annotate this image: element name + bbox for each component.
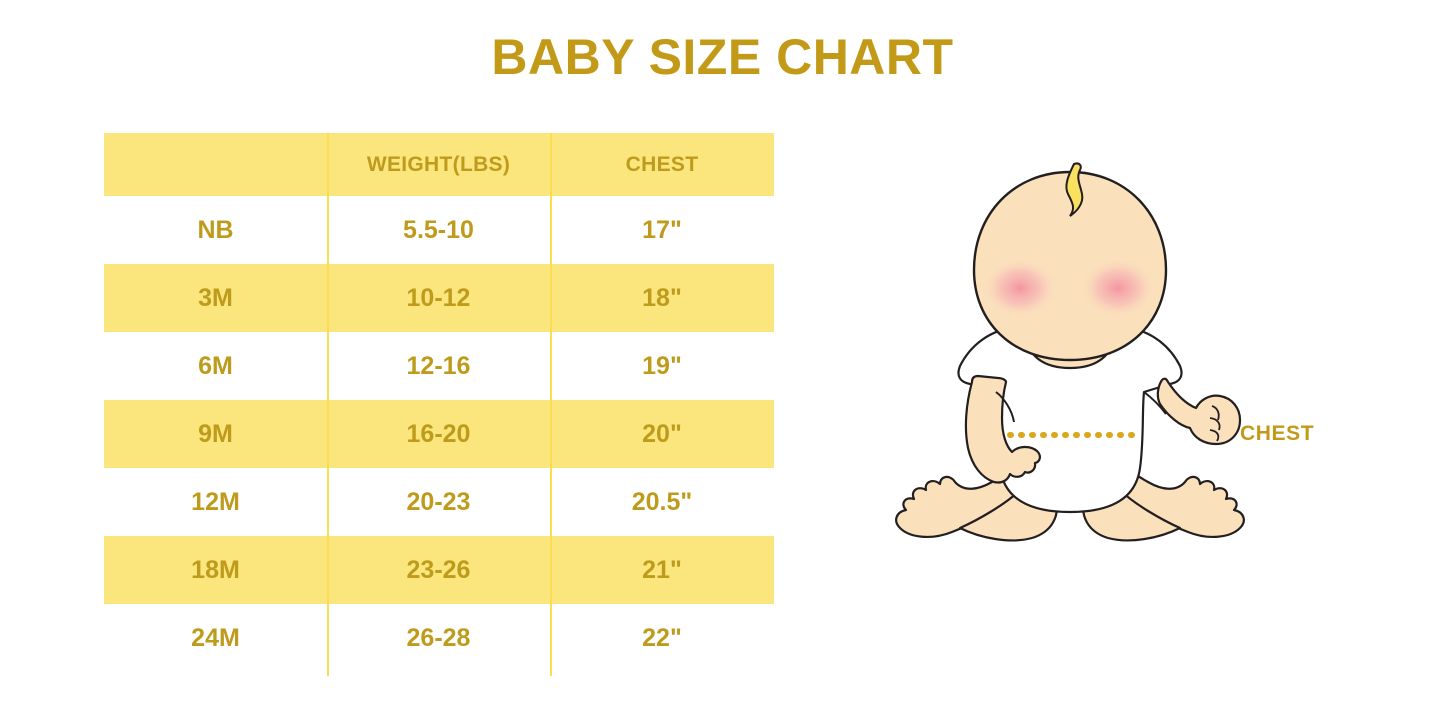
table-row: 24M 26-28 22" [104, 604, 774, 672]
cell-weight: 12-16 [406, 351, 471, 380]
table-header-row: WEIGHT(LBS) CHEST [104, 133, 774, 196]
column-header-chest: CHEST [625, 152, 699, 176]
table-row: 3M 10-12 18" [104, 264, 774, 332]
column-divider-line-2 [550, 133, 552, 676]
chest-measurement-label: CHEST [1240, 422, 1315, 445]
baby-hair-curl [1065, 162, 1084, 217]
cell-chest: 19" [642, 351, 682, 380]
cell-weight: 26-28 [406, 623, 471, 652]
cell-weight: 5.5-10 [403, 215, 474, 244]
cell-chest: 18" [642, 283, 682, 312]
cell-weight: 16-20 [406, 419, 471, 448]
cell-chest: 20" [642, 419, 682, 448]
table-row: 12M 20-23 20.5" [104, 468, 774, 536]
baby-blush-right [1080, 258, 1156, 318]
column-divider-line-1 [327, 133, 329, 676]
baby-blush-left [982, 258, 1058, 318]
cell-chest: 17" [642, 215, 682, 244]
cell-size: 18M [191, 555, 240, 584]
cell-weight: 10-12 [406, 283, 471, 312]
column-header-weight: WEIGHT(LBS) [366, 152, 511, 176]
size-chart-table: WEIGHT(LBS) CHEST NB 5.5-10 17" 3M 10-12… [104, 133, 774, 672]
table-body: NB 5.5-10 17" 3M 10-12 18" 6M 12-16 19" … [104, 196, 774, 672]
table-row: 9M 16-20 20" [104, 400, 774, 468]
cell-weight: 20-23 [406, 487, 471, 516]
table-row: 6M 12-16 19" [104, 332, 774, 400]
table-row: 18M 23-26 21" [104, 536, 774, 604]
cell-weight: 23-26 [406, 555, 471, 584]
table-row: NB 5.5-10 17" [104, 196, 774, 264]
baby-arms [964, 374, 1242, 484]
cell-size: 24M [191, 623, 240, 652]
cell-size: NB [197, 215, 234, 244]
cell-size: 9M [198, 419, 233, 448]
cell-chest: 22" [642, 623, 682, 652]
cell-size: 12M [191, 487, 240, 516]
baby-illustration [895, 162, 1245, 542]
cell-chest: 21" [642, 555, 682, 584]
cell-size: 6M [198, 351, 233, 380]
cell-chest: 20.5" [631, 487, 693, 516]
cell-size: 3M [198, 283, 233, 312]
column-header-size [104, 133, 327, 196]
page-title: BABY SIZE CHART [491, 29, 954, 85]
